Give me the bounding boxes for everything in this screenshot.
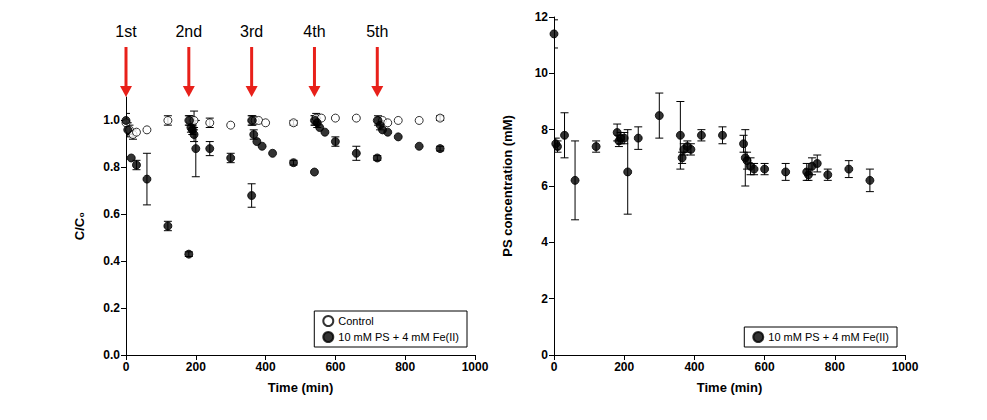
svg-text:3rd: 3rd <box>240 23 263 40</box>
svg-text:PS concentration (mM): PS concentration (mM) <box>500 115 515 257</box>
svg-text:4: 4 <box>541 235 548 249</box>
svg-text:0.4: 0.4 <box>103 254 120 268</box>
svg-text:1000: 1000 <box>462 360 489 374</box>
svg-text:12: 12 <box>535 10 549 24</box>
svg-text:800: 800 <box>825 360 845 374</box>
svg-text:Control: Control <box>338 315 373 327</box>
svg-text:600: 600 <box>755 360 775 374</box>
svg-text:200: 200 <box>186 360 206 374</box>
svg-text:2nd: 2nd <box>175 23 202 40</box>
svg-text:0.8: 0.8 <box>103 160 120 174</box>
svg-text:8: 8 <box>541 123 548 137</box>
svg-text:10 mM PS + 4 mM Fe(II): 10 mM PS + 4 mM Fe(II) <box>768 331 889 343</box>
svg-text:10: 10 <box>535 66 549 80</box>
svg-text:Time (min): Time (min) <box>268 380 334 395</box>
svg-text:5th: 5th <box>366 23 388 40</box>
svg-text:200: 200 <box>614 360 634 374</box>
svg-text:1.0: 1.0 <box>103 113 120 127</box>
svg-text:800: 800 <box>395 360 415 374</box>
svg-text:0: 0 <box>541 348 548 362</box>
svg-text:2: 2 <box>541 292 548 306</box>
svg-text:10 mM PS + 4 mM Fe(II): 10 mM PS + 4 mM Fe(II) <box>338 331 459 343</box>
svg-text:0.0: 0.0 <box>103 348 120 362</box>
svg-text:0.6: 0.6 <box>103 207 120 221</box>
svg-text:1st: 1st <box>115 23 137 40</box>
svg-text:1000: 1000 <box>892 360 919 374</box>
svg-text:0.2: 0.2 <box>103 301 120 315</box>
svg-text:0: 0 <box>551 360 558 374</box>
svg-text:6: 6 <box>541 179 548 193</box>
svg-text:C/C₀: C/C₀ <box>72 212 87 240</box>
svg-text:400: 400 <box>684 360 704 374</box>
svg-text:0: 0 <box>123 360 130 374</box>
svg-text:4th: 4th <box>303 23 325 40</box>
svg-text:400: 400 <box>256 360 276 374</box>
svg-text:600: 600 <box>325 360 345 374</box>
svg-text:Time (min): Time (min) <box>697 380 763 395</box>
